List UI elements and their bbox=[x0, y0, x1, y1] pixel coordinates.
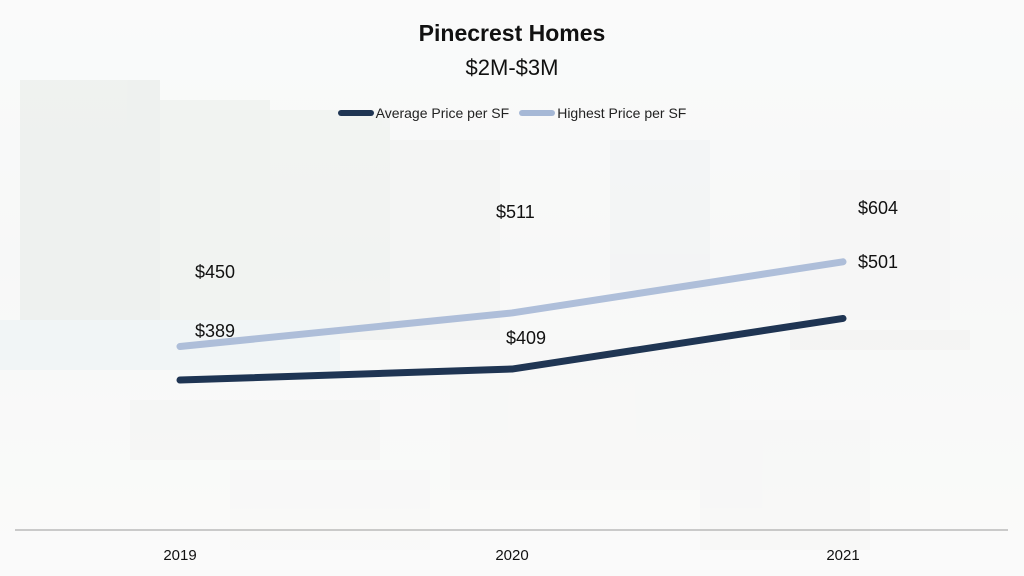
data-label-average-2019: $389 bbox=[195, 321, 235, 341]
legend-item-highest: Highest Price per SF bbox=[519, 105, 686, 121]
x-tick-label-2021: 2021 bbox=[826, 547, 859, 564]
legend-label-average: Average Price per SF bbox=[375, 105, 510, 121]
data-label-highest-2020: $511 bbox=[496, 202, 535, 222]
legend-swatch-highest bbox=[519, 110, 556, 116]
data-label-average-2020: $409 bbox=[506, 328, 546, 348]
legend-item-average: Average Price per SF bbox=[337, 105, 510, 121]
chart-subtitle: $2M-$3M bbox=[465, 55, 559, 80]
legend-swatch-average bbox=[337, 110, 374, 116]
chart-title: Pinecrest Homes bbox=[418, 20, 606, 46]
legend-label-highest: Highest Price per SF bbox=[557, 105, 687, 121]
data-label-highest-2019: $450 bbox=[195, 262, 235, 282]
data-label-highest-2021: $604 bbox=[858, 198, 898, 218]
data-label-average-2021: $501 bbox=[858, 252, 898, 272]
x-tick-label-2020: 2020 bbox=[495, 547, 528, 564]
legend: Average Price per SF Highest Price per S… bbox=[0, 105, 1024, 121]
x-tick-label-2019: 2019 bbox=[163, 547, 196, 564]
